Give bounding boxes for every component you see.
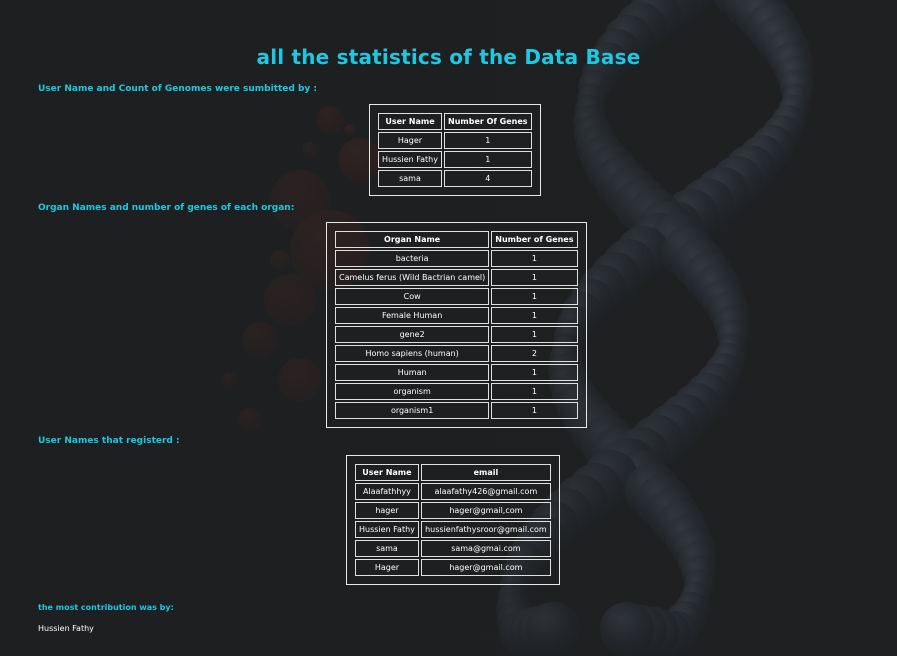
table-cell: 2 [491,345,578,362]
users-table: User Name email Alaafathhyy alaafathy426@… [353,462,553,578]
table-row: Human 1 [335,364,578,381]
table-cell: Female Human [335,307,490,324]
table-cell: Hussien Fathy [355,521,419,538]
table-cell: Human [335,364,490,381]
table-cell: hager@gmail,com [420,502,551,519]
column-header: email [420,464,551,481]
table-cell: sama [355,540,419,557]
table-header-row: Organ Name Number of Genes [335,231,578,248]
table-row: Cow 1 [335,288,578,305]
table-cell: gene2 [335,326,490,343]
table-row: Hager hager@gmail.com [355,559,551,576]
table-row: Camelus ferus (Wild Bactrian camel) 1 [335,269,578,286]
genomes-table-body: Hager 1 Hussien Fathy 1 sama 4 [378,132,532,187]
column-header: User Name [378,113,442,130]
table-cell: 4 [444,170,532,187]
table-row: Hager 1 [378,132,532,149]
table-row: sama sama@gmai.com [355,540,551,557]
table-cell: bacteria [335,250,490,267]
table-row: Hussien Fathy hussienfathysroor@gmail.com [355,521,551,538]
table-row: hager hager@gmail,com [355,502,551,519]
organs-table: Organ Name Number of Genes bacteria 1 Came… [333,229,580,421]
column-header: Organ Name [335,231,490,248]
table-cell: 1 [491,326,578,343]
table-cell: hager [355,502,419,519]
table-cell: hager@gmail.com [420,559,551,576]
table-cell: 1 [491,288,578,305]
table-cell: Hussien Fathy [378,151,442,168]
table-row: organism1 1 [335,402,578,419]
table-cell: 1 [491,269,578,286]
most-contribution-value: Hussien Fathy [38,624,94,633]
table-cell: 1 [491,250,578,267]
table-cell: hussienfathysroor@gmail.com [420,521,551,538]
users-table-frame: User Name email Alaafathhyy alaafathy426@… [346,455,560,585]
organs-section-label: Organ Names and number of genes of each … [38,203,295,213]
table-cell: 1 [491,364,578,381]
users-section-label: User Names that registerd : [38,436,180,446]
organs-table-body: bacteria 1 Camelus ferus (Wild Bactrian ca… [335,250,578,419]
users-table-body: Alaafathhyy alaafathy426@gmail.com hager ha… [355,483,551,576]
table-cell: alaafathy426@gmail.com [420,483,551,500]
table-cell: Alaafathhyy [355,483,419,500]
table-cell: sama [378,170,442,187]
table-cell: organism1 [335,402,490,419]
organs-table-frame: Organ Name Number of Genes bacteria 1 Came… [326,222,587,428]
table-cell: 1 [491,383,578,400]
table-row: Hussien Fathy 1 [378,151,532,168]
table-row: organism 1 [335,383,578,400]
table-row: Alaafathhyy alaafathy426@gmail.com [355,483,551,500]
table-cell: 1 [491,307,578,324]
table-row: gene2 1 [335,326,578,343]
table-cell: Hager [355,559,419,576]
table-row: Homo sapiens (human) 2 [335,345,578,362]
column-header: Number of Genes [491,231,578,248]
table-cell: organism [335,383,490,400]
column-header: Number Of Genes [444,113,532,130]
table-header-row: User Name email [355,464,551,481]
column-header: User Name [355,464,419,481]
genomes-table-frame: User Name Number Of Genes Hager 1 Hussien … [369,104,541,196]
table-cell: sama@gmai.com [420,540,551,557]
table-cell: 1 [444,132,532,149]
table-cell: 1 [444,151,532,168]
most-contribution-label: the most contribution was by: [38,603,174,612]
table-cell: Camelus ferus (Wild Bactrian camel) [335,269,490,286]
table-row: Female Human 1 [335,307,578,324]
genomes-table: User Name Number Of Genes Hager 1 Hussien … [376,111,534,189]
table-row: sama 4 [378,170,532,187]
table-header-row: User Name Number Of Genes [378,113,532,130]
table-cell: Hager [378,132,442,149]
table-cell: Cow [335,288,490,305]
table-cell: 1 [491,402,578,419]
table-cell: Homo sapiens (human) [335,345,490,362]
table-row: bacteria 1 [335,250,578,267]
page-title: all the statistics of the Data Base [256,45,641,69]
genomes-section-label: User Name and Count of Genomes were sumb… [38,84,318,94]
